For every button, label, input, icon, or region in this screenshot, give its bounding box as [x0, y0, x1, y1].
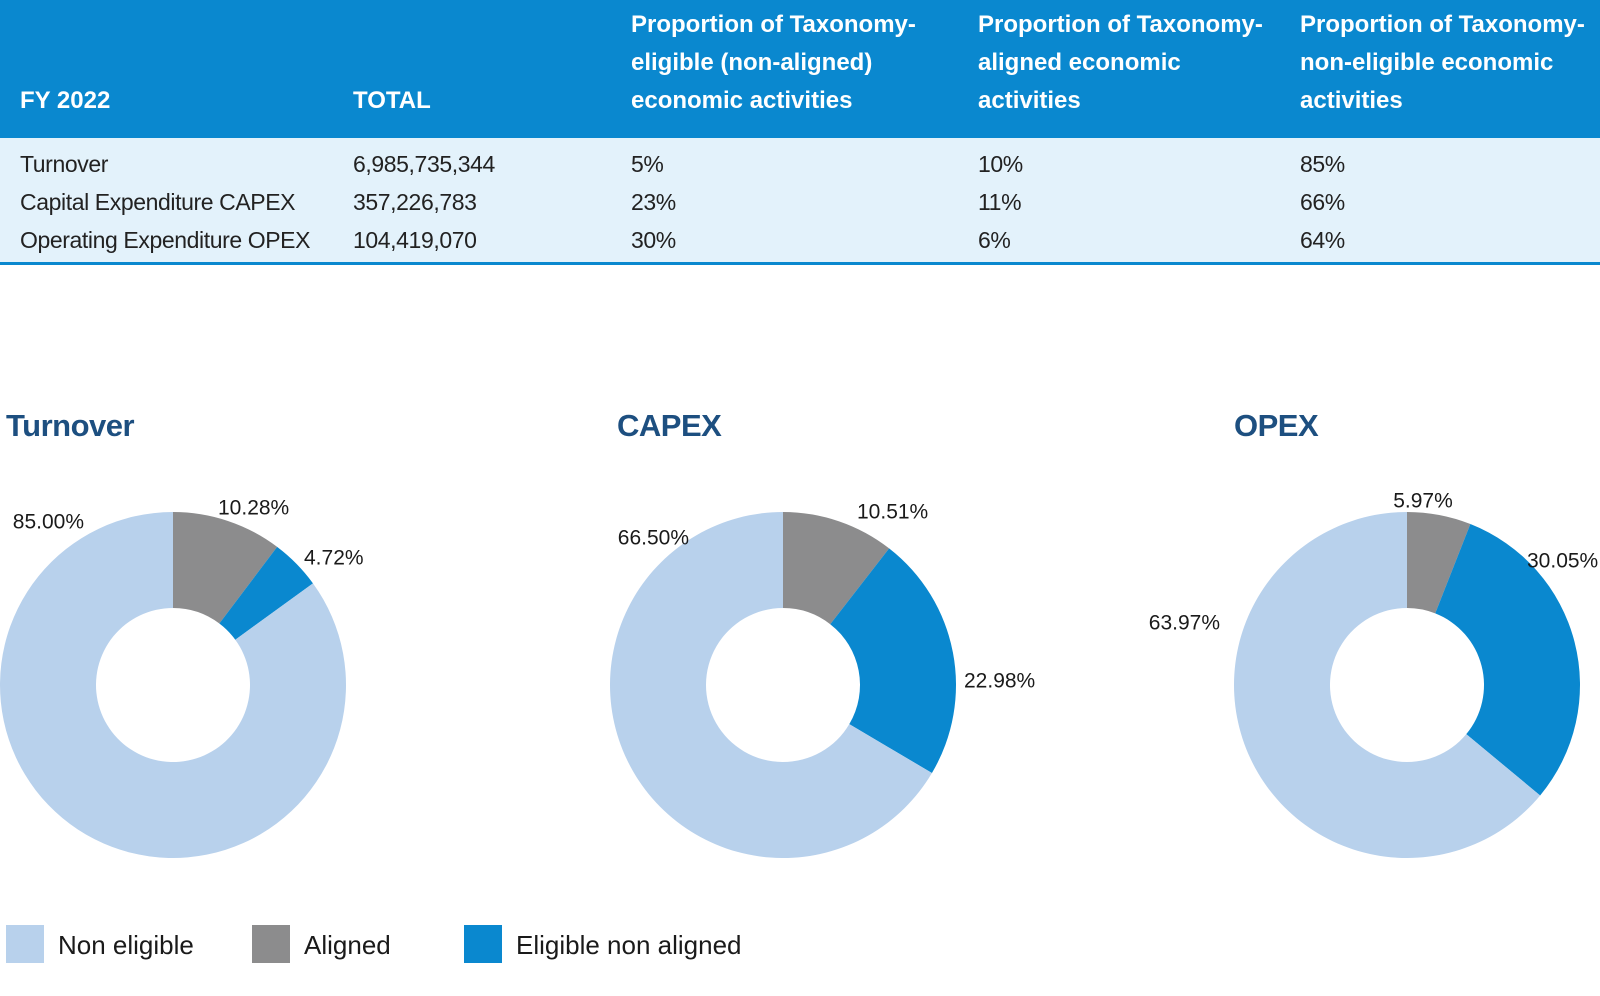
data-label-eligible-non-aligned: 4.72%: [304, 547, 364, 570]
legend-swatch: [6, 925, 44, 963]
slice-eligible-non-aligned: [219, 546, 313, 640]
slice-non-eligible: [1234, 512, 1541, 858]
table-row: Capital Expenditure CAPEX 357,226,783 23…: [0, 183, 1600, 221]
data-label-aligned: 10.28%: [218, 497, 289, 520]
data-label-non-eligible: 63.97%: [1149, 612, 1220, 635]
capex-donut-chart: 10.51% 22.98% 66.50%: [610, 501, 1035, 858]
table-row: Operating Expenditure OPEX 104,419,070 3…: [0, 221, 1600, 259]
opex-donut-chart: 5.97% 30.05% 63.97%: [1149, 490, 1598, 858]
header-aligned-line: Proportion of Taxonomy-: [978, 11, 1263, 38]
row-eligible: 23%: [631, 189, 676, 215]
row-eligible: 5%: [631, 151, 664, 177]
row-label: Capital Expenditure CAPEX: [20, 189, 296, 215]
row-total: 6,985,735,344: [353, 151, 495, 177]
header-non-eligible: Proportion of Taxonomy- non-eligible eco…: [1300, 6, 1585, 120]
data-label-non-eligible: 66.50%: [618, 527, 689, 550]
row-non-eligible: 64%: [1300, 227, 1345, 253]
data-label-non-eligible: 85.00%: [13, 511, 84, 534]
header-fy-text: FY 2022: [20, 87, 111, 114]
header-eligible-line: economic activities: [631, 87, 853, 114]
data-label-aligned: 5.97%: [1393, 490, 1453, 513]
header-total: TOTAL: [353, 82, 431, 120]
header-non-eligible-line: non-eligible economic: [1300, 49, 1554, 76]
header-total-text: TOTAL: [353, 87, 431, 114]
row-total: 104,419,070: [353, 227, 477, 253]
header-aligned-line: aligned economic: [978, 49, 1181, 76]
row-aligned: 10%: [978, 151, 1023, 177]
table-header: FY 2022 TOTAL Proportion of Taxonomy- el…: [0, 0, 1600, 138]
table-body: Turnover 6,985,735,344 5% 10% 85% Capita…: [0, 138, 1600, 265]
header-aligned: Proportion of Taxonomy- aligned economic…: [978, 6, 1263, 120]
row-label: Turnover: [20, 151, 108, 177]
data-label-eligible-non-aligned: 22.98%: [964, 670, 1035, 693]
slice-aligned: [783, 512, 890, 625]
data-label-aligned: 10.51%: [857, 501, 928, 524]
data-label-eligible-non-aligned: 30.05%: [1527, 550, 1598, 573]
row-total: 357,226,783: [353, 189, 477, 215]
legend-label: Eligible non aligned: [516, 930, 742, 960]
legend-swatch: [252, 925, 290, 963]
legend-label: Aligned: [304, 930, 391, 960]
row-label: Operating Expenditure OPEX: [20, 227, 311, 253]
turnover-donut-chart: 10.28% 4.72% 85.00%: [0, 497, 364, 858]
header-eligible-line: Proportion of Taxonomy-: [631, 11, 916, 38]
slice-eligible-non-aligned: [1435, 524, 1580, 796]
row-non-eligible: 85%: [1300, 151, 1345, 177]
opex-chart-title: OPEX: [1234, 408, 1319, 443]
capex-chart-title: CAPEX: [617, 408, 722, 443]
slice-non-eligible: [610, 512, 932, 858]
header-non-eligible-line: activities: [1300, 87, 1403, 114]
header-eligible: Proportion of Taxonomy- eligible (non-al…: [631, 6, 916, 120]
header-aligned-line: activities: [978, 87, 1081, 114]
row-aligned: 6%: [978, 227, 1011, 253]
turnover-chart-title: Turnover: [6, 408, 135, 443]
header-non-eligible-line: Proportion of Taxonomy-: [1300, 11, 1585, 38]
table-row: Turnover 6,985,735,344 5% 10% 85%: [0, 145, 1600, 183]
header-fy: FY 2022: [20, 82, 110, 120]
legend-label: Non eligible: [58, 930, 194, 960]
row-eligible: 30%: [631, 227, 676, 253]
slice-non-eligible: [0, 512, 347, 858]
slice-aligned: [173, 512, 278, 624]
header-eligible-line: eligible (non-aligned): [631, 49, 873, 76]
slice-aligned: [1407, 512, 1471, 614]
row-non-eligible: 66%: [1300, 189, 1345, 215]
taxonomy-table: FY 2022 TOTAL Proportion of Taxonomy- el…: [0, 0, 1600, 265]
legend-swatch: [464, 925, 502, 963]
row-aligned: 11%: [978, 189, 1022, 215]
slice-eligible-non-aligned: [830, 548, 956, 774]
